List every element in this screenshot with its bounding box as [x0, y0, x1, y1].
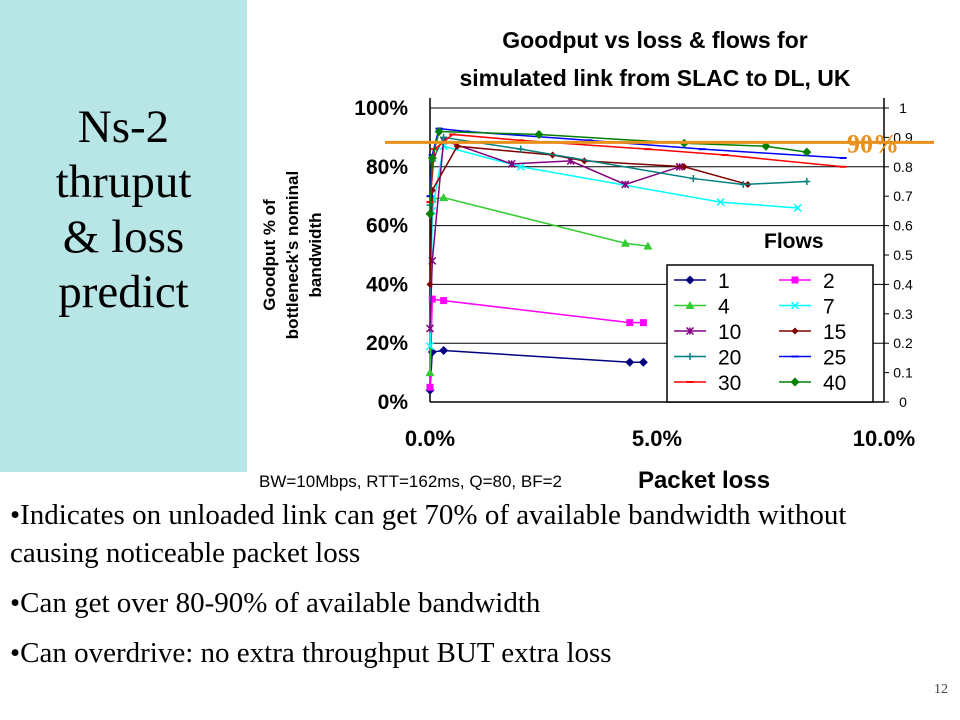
legend-label: 1	[718, 270, 730, 293]
series-line-4	[429, 196, 649, 373]
slide-title-line: predict	[58, 266, 189, 318]
bullet-item: •Indicates on unloaded link can get 70% …	[10, 499, 847, 569]
data-point-40	[427, 153, 437, 163]
y2-tick-label: 0	[899, 394, 907, 410]
data-point-2	[639, 319, 647, 327]
data-point-20	[739, 180, 747, 188]
data-point-7	[425, 342, 435, 351]
y-tick-label: 20%	[366, 332, 408, 355]
legend-label: 7	[823, 296, 835, 319]
legend-marker-10	[685, 326, 695, 336]
chart-title-line: simulated link from SLAC to DL, UK	[459, 65, 850, 91]
data-point-7	[716, 198, 725, 207]
data-point-40	[434, 127, 444, 137]
legend-marker-15	[791, 327, 799, 335]
y-tick-label: 100%	[354, 97, 408, 120]
x-tick-label: 10.0%	[853, 426, 915, 451]
data-point-40	[761, 141, 771, 151]
bullet-list: •Indicates on unloaded link can get 70% …	[10, 496, 940, 684]
slide-title-line: & loss	[62, 211, 185, 263]
y2-tick-label: 1	[899, 100, 907, 116]
legend-label: 30	[718, 372, 741, 395]
y2-tick-label: 0.4	[893, 276, 913, 292]
data-point-20	[803, 178, 811, 185]
y2-tick-label: 0.7	[893, 188, 913, 204]
side-panel	[0, 0, 247, 472]
slide-title-line: thruput	[55, 156, 192, 208]
x-axis-label: Packet loss	[638, 467, 770, 492]
data-point-7	[516, 162, 525, 171]
series-line-1	[429, 349, 644, 391]
data-point-10	[425, 324, 435, 333]
legend-marker-40	[790, 377, 800, 387]
legend-marker-20	[686, 353, 694, 360]
data-point-7	[793, 203, 802, 212]
y2-tick-label: 0.8	[893, 159, 913, 175]
data-point-1	[638, 357, 648, 367]
slide-title: Ns-2 thruput & loss predict	[0, 100, 247, 320]
data-point-40	[534, 129, 544, 139]
data-point-4	[439, 193, 449, 202]
data-point-40	[802, 147, 812, 157]
y2-tick-label: 0.3	[893, 306, 913, 322]
data-point-1	[625, 357, 635, 367]
page-number: 12	[934, 682, 948, 697]
legend-label: 10	[718, 321, 741, 344]
x-tick-label: 5.0%	[632, 426, 682, 451]
legend-marker-1	[685, 275, 695, 285]
y-tick-label: 40%	[366, 273, 408, 296]
slide-title-line: Ns-2	[77, 101, 170, 153]
y-tick-label: 0%	[378, 391, 409, 414]
legend-box	[666, 264, 874, 403]
legend-label: 40	[823, 372, 846, 395]
y2-tick-label: 0.2	[893, 335, 913, 351]
legend-label: 25	[823, 347, 846, 370]
threshold-label: 90%	[847, 129, 899, 158]
series-line-25	[429, 127, 844, 197]
data-point-20	[440, 133, 448, 141]
data-point-4	[425, 368, 435, 377]
bullet-item: •Can get over 80-90% of available bandwi…	[10, 587, 541, 619]
y-axis-label-line: bottleneck's nominal	[283, 171, 302, 339]
x-tick-label: 0.0%	[405, 426, 455, 451]
data-point-10	[621, 180, 630, 189]
data-point-4	[620, 238, 630, 247]
legend-label: 15	[823, 321, 846, 344]
data-point-40	[425, 209, 435, 219]
y2-tick-label: 0.6	[893, 218, 913, 234]
data-point-2	[626, 319, 634, 327]
data-point-15	[680, 163, 688, 171]
y-tick-label: 60%	[366, 215, 408, 238]
legend-label: 2	[823, 270, 835, 293]
series-line-10	[429, 139, 680, 329]
data-point-4	[643, 241, 653, 250]
chart-caption: BW=10Mbps, RTT=162ms, Q=80, BF=2	[259, 472, 562, 491]
data-point-2	[440, 297, 448, 305]
data-point-1	[439, 346, 449, 356]
y2-tick-label: 0.1	[893, 365, 913, 381]
data-point-20	[517, 145, 525, 153]
legend-marker-2	[791, 276, 799, 284]
legend-label: 4	[718, 296, 730, 319]
legend-marker-7	[790, 301, 800, 310]
y-axis-label-line: Goodput % of	[260, 199, 279, 311]
data-point-2	[428, 295, 436, 303]
data-point-20	[689, 175, 697, 183]
legend-marker-4	[685, 301, 695, 309]
legend-label: 20	[718, 347, 741, 370]
y-tick-label: 80%	[366, 156, 408, 179]
data-point-2	[426, 383, 434, 391]
chart-title-line: Goodput vs loss & flows for	[502, 27, 807, 53]
legend-title: Flows	[764, 230, 824, 253]
data-point-15	[453, 142, 461, 150]
bullet-item: •Can overdrive: no extra throughput BUT …	[10, 637, 612, 669]
y2-tick-label: 0.5	[893, 247, 913, 263]
data-point-15	[426, 280, 434, 288]
goodput-chart: Goodput vs loss & flows for simulated lin…	[259, 27, 934, 492]
data-point-10	[507, 159, 516, 168]
y-axis-label-line: bandwidth	[306, 213, 325, 298]
